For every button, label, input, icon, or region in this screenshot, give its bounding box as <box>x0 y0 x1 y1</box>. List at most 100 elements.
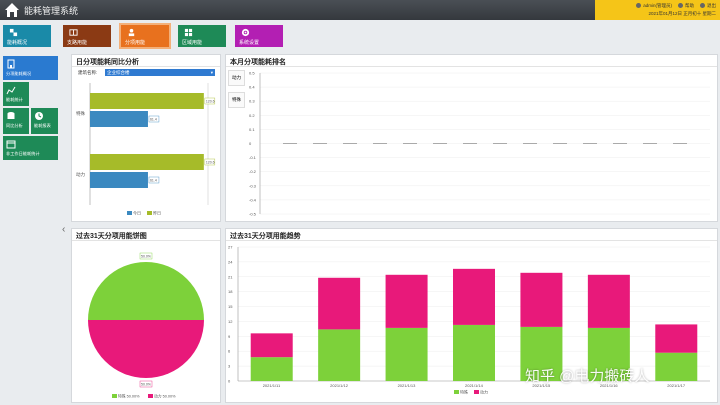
module-branch[interactable]: 支路用能 <box>63 25 111 47</box>
trend-chart: 0 3 6 9 12 15 18 21 24 27 2021/1/11 2021/1/12 2021/1… <box>228 245 710 395</box>
home-icon[interactable] <box>4 2 20 18</box>
slice-label: 50.0% <box>141 255 151 259</box>
y-tick-label: 24 <box>228 259 233 264</box>
module-item[interactable]: 分项用能 <box>119 23 171 49</box>
x-tick-label: 2021/1/16 <box>600 383 619 388</box>
bar-特殊 <box>655 352 698 381</box>
panel-title: 过去31天分项用能趋势 <box>226 229 717 241</box>
user-name[interactable]: admin(管理员) <box>636 3 672 9</box>
y-tick-label: 0 <box>228 379 231 384</box>
settings-icon <box>241 28 250 37</box>
monthly-rank-chart: 0.5 0.4 0.3 0.2 0.1 0 -0.1 -0.2 -0.3 -0.4 -0.5 <box>249 71 710 217</box>
legend-swatch <box>454 390 459 394</box>
slice-label-box <box>139 380 153 388</box>
y-tick-label: 15 <box>228 304 233 309</box>
item-icon <box>128 28 135 37</box>
module-label: 支路用能 <box>67 40 88 46</box>
help-link[interactable]: 帮助 <box>678 3 694 9</box>
bar-动力 <box>250 333 293 358</box>
bar-动力 <box>655 324 698 353</box>
y-tick-label: -0.2 <box>249 169 257 174</box>
help-icon <box>678 3 683 9</box>
data-label: 61.4 <box>150 118 157 122</box>
bar-特殊 <box>385 327 428 381</box>
tab-power[interactable]: 动力 <box>228 70 245 86</box>
overview-icon <box>9 28 18 37</box>
y-tick-label: 12 <box>228 319 233 324</box>
y-tick-label: 3 <box>228 364 231 369</box>
y-tick-label: -0.4 <box>249 197 257 202</box>
data-label-box <box>148 115 160 123</box>
sidebar: 分项能耗概况 能耗统计 同比分析 能耗报表 非工作日能耗统计 <box>3 56 58 168</box>
top-bar: 能耗管理系统 admin(管理员) 帮助 退出 2021年01月12日 正月初十… <box>0 0 720 20</box>
bar-今日 <box>90 172 148 188</box>
legend-label: 今日 <box>133 210 141 216</box>
panel-title: 日分项能耗同比分析 <box>72 55 220 67</box>
y-tick-label: 0 <box>249 141 252 146</box>
sidebar-item-report[interactable]: 能耗报表 <box>31 108 58 134</box>
database-icon <box>7 112 15 119</box>
y-tick-label: 18 <box>228 289 233 294</box>
tab-special[interactable]: 特殊 <box>228 92 245 108</box>
y-tick-label: -0.5 <box>249 212 257 217</box>
panel-title: 过去31天分项用能饼图 <box>72 229 220 241</box>
x-tick-label: 2021/1/17 <box>667 383 686 388</box>
data-label: 61.4 <box>150 179 157 183</box>
logout-icon <box>700 3 705 9</box>
sidebar-item-label: 能耗统计 <box>6 97 23 102</box>
user-icon <box>636 3 642 9</box>
module-label: 区域用能 <box>182 40 203 46</box>
branch-icon <box>69 29 78 36</box>
sidebar-item-label: 同比分析 <box>6 123 23 128</box>
y-tick-label: 0.1 <box>249 127 255 132</box>
y-tick-label: 0.2 <box>249 113 255 118</box>
bar-特殊 <box>520 326 563 381</box>
module-overview[interactable]: 能耗概况 <box>3 25 51 47</box>
y-tick-label: 0.5 <box>249 71 255 76</box>
panel-trend: 过去31天分项用能趋势 0 3 6 9 12 15 18 21 24 27 2021/1/11 202… <box>225 228 718 403</box>
bar-动力 <box>587 274 630 328</box>
module-label: 分项用能 <box>125 40 146 46</box>
sidebar-item-nonwork[interactable]: 非工作日能耗统计 <box>3 136 58 160</box>
sidebar-item-item-overview[interactable]: 分项能耗概况 <box>3 56 58 80</box>
bar-动力 <box>318 277 361 330</box>
building-select[interactable]: 企业综合楼 ▾ <box>105 69 215 76</box>
x-tick-label: 2021/1/13 <box>398 383 417 388</box>
legend-swatch <box>127 211 132 215</box>
module-region[interactable]: 区域用能 <box>178 25 226 47</box>
y-tick-label: 6 <box>228 349 231 354</box>
bar-动力 <box>453 268 495 325</box>
slice-label: 50.0% <box>141 383 151 387</box>
sidebar-item-label: 非工作日能耗统计 <box>6 151 40 156</box>
panel-title: 本月分项能耗排名 <box>226 55 717 67</box>
bar-特殊 <box>250 357 293 381</box>
sidebar-item-label: 分项能耗概况 <box>6 71 32 76</box>
module-settings[interactable]: 系统设置 <box>235 25 283 47</box>
bar-动力 <box>385 274 428 328</box>
module-label: 能耗概况 <box>7 40 28 46</box>
data-label: 120.6 <box>206 100 215 104</box>
legend-label: 动力 <box>480 389 488 395</box>
sidebar-item-compare[interactable]: 同比分析 <box>3 108 29 134</box>
collapse-sidebar-icon[interactable]: ‹ <box>62 224 66 235</box>
pie-chart: 50.0% 50.0% 特殊 50.00% 动力 50.00% <box>88 252 204 399</box>
module-bar: 能耗概况 支路用能 分项用能 区域用能 系统设置 <box>0 22 720 52</box>
chevron-down-icon: ▾ <box>210 70 213 75</box>
y-tick-label: 27 <box>228 245 233 250</box>
chart-icon <box>6 86 16 95</box>
legend-label: 特殊 <box>460 389 468 395</box>
legend-label: 动力 50.00% <box>154 394 176 399</box>
clock-icon <box>35 112 43 120</box>
category-label: 特殊 <box>76 110 85 117</box>
y-tick-label: 0.3 <box>249 99 255 104</box>
sidebar-item-stats[interactable]: 能耗统计 <box>3 82 29 106</box>
module-label: 系统设置 <box>239 40 260 46</box>
daily-compare-chart: 特殊 120.6 61.4 动力 120.6 61.4 今日 昨日 <box>76 83 216 216</box>
pie-slice-特殊 <box>88 262 204 320</box>
logout-link[interactable]: 退出 <box>700 3 716 9</box>
x-tick-label: 2021/1/12 <box>330 383 349 388</box>
x-tick-label: 2021/1/11 <box>263 383 281 388</box>
legend-swatch <box>112 394 117 398</box>
data-label-box <box>204 158 216 166</box>
y-tick-label: -0.3 <box>249 183 257 188</box>
